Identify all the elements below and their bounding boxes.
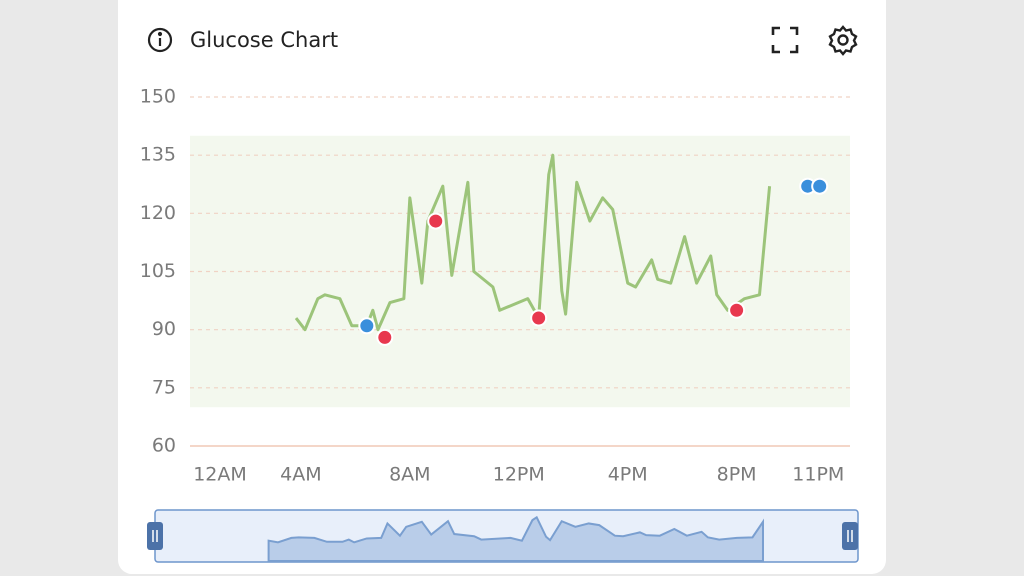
x-tick-label: 12AM [193, 464, 247, 486]
plot-area: 60 75 90 105 120 135 150 12AM 4AM 8AM 12PM 4PM 8PM 11… [140, 86, 850, 486]
event-dot [811, 177, 829, 195]
settings-icon[interactable] [828, 25, 858, 56]
y-tick-label: 135 [140, 144, 176, 166]
x-tick-label: 12PM [493, 464, 545, 486]
x-tick-label: 8AM [389, 464, 430, 486]
event-dot [728, 301, 746, 319]
chart-title: Glucose Chart [190, 28, 338, 52]
y-tick-label: 150 [140, 86, 176, 108]
info-icon[interactable] [147, 27, 173, 53]
navigator-handle-right[interactable] [842, 522, 858, 550]
y-tick-label: 120 [140, 202, 176, 224]
y-tick-label: 105 [140, 260, 176, 282]
y-tick-label: 90 [152, 318, 176, 340]
event-dot [427, 212, 445, 230]
event-dot [376, 328, 394, 346]
navigator-handle-left[interactable] [147, 522, 163, 550]
event-dot [530, 309, 548, 327]
navigator-area [267, 515, 764, 562]
event-dot [358, 317, 376, 335]
x-tick-label: 8PM [717, 464, 757, 486]
x-tick-label: 11PM [792, 464, 844, 486]
fullscreen-icon[interactable] [771, 26, 799, 54]
x-tick-label: 4AM [280, 464, 321, 486]
y-tick-label: 75 [152, 376, 176, 398]
y-tick-label: 60 [152, 435, 176, 457]
x-tick-label: 4PM [608, 464, 648, 486]
navigator-preview [267, 515, 764, 562]
